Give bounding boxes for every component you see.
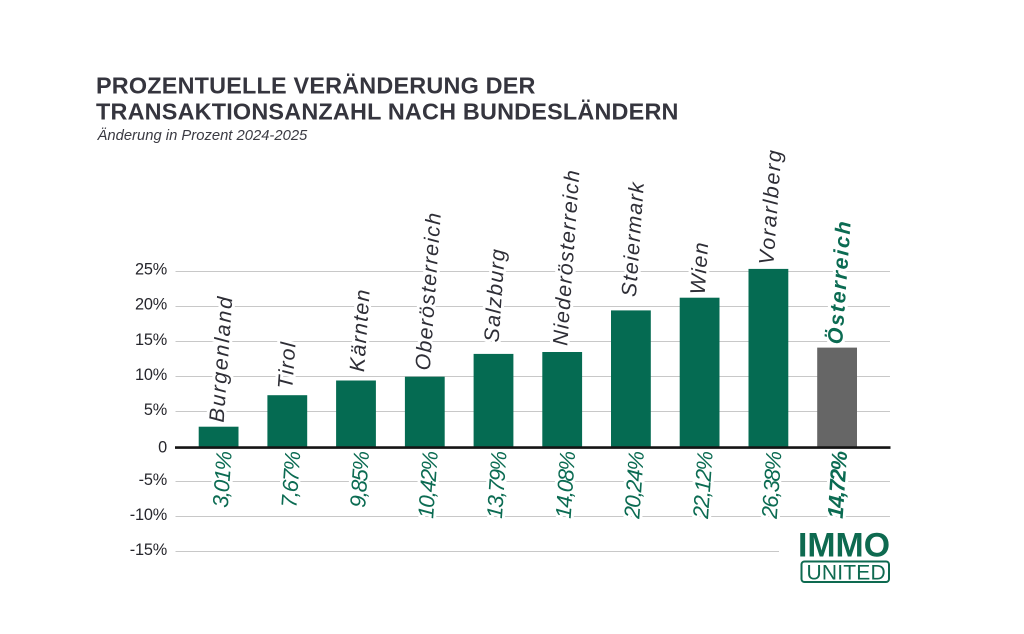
svg-text:13,79%: 13,79% (482, 451, 512, 520)
svg-text:Wien: Wien (687, 240, 714, 295)
svg-text:UNITED: UNITED (807, 561, 886, 584)
svg-text:25%: 25% (135, 261, 167, 279)
svg-text:7,67%: 7,67% (276, 451, 305, 509)
svg-text:10,42%: 10,42% (413, 451, 443, 520)
svg-text:TRANSAKTIONSANZAHL NACH BUNDES: TRANSAKTIONSANZAHL NACH BUNDESLÄNDERN (96, 98, 679, 124)
svg-text:26,38%: 26,38% (757, 451, 787, 521)
svg-text:-15%: -15% (130, 541, 167, 559)
svg-text:5%: 5% (144, 401, 167, 419)
svg-text:14,08%: 14,08% (551, 451, 581, 520)
svg-text:Tirol: Tirol (274, 340, 300, 389)
svg-text:9,85%: 9,85% (345, 451, 374, 509)
svg-text:-10%: -10% (130, 506, 167, 524)
svg-text:PROZENTUELLE VERÄNDERUNG DER: PROZENTUELLE VERÄNDERUNG DER (96, 72, 536, 98)
svg-text:0: 0 (158, 438, 167, 456)
svg-text:IMMO: IMMO (798, 527, 890, 565)
svg-text:Änderung in Prozent 2024-2025: Änderung in Prozent 2024-2025 (97, 127, 309, 144)
svg-text:20%: 20% (135, 296, 167, 314)
svg-text:10%: 10% (135, 366, 167, 384)
svg-text:-5%: -5% (139, 471, 167, 489)
svg-text:14,72%: 14,72% (823, 451, 853, 520)
svg-text:20,24%: 20,24% (619, 451, 649, 521)
svg-text:3,01%: 3,01% (208, 451, 237, 509)
svg-text:15%: 15% (135, 331, 167, 349)
svg-text:22,12%: 22,12% (688, 451, 718, 521)
